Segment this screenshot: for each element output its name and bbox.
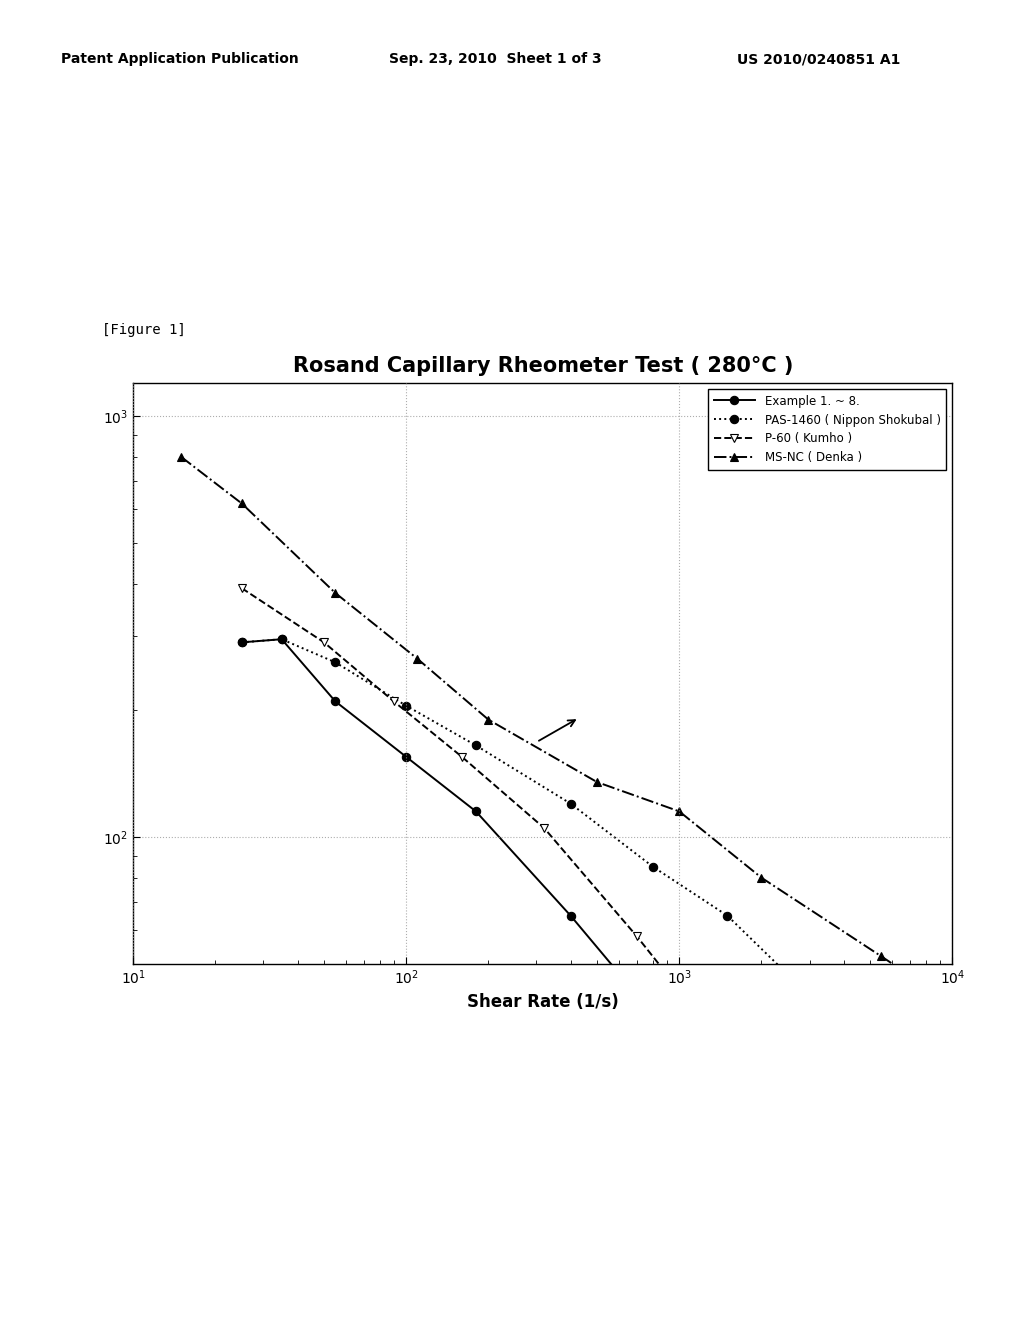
Legend: Example 1. ~ 8., PAS-1460 ( Nippon Shokubal ), P-60 ( Kumho ), MS-NC ( Denka ): Example 1. ~ 8., PAS-1460 ( Nippon Shoku… bbox=[708, 388, 946, 470]
Text: Patent Application Publication: Patent Application Publication bbox=[61, 53, 299, 66]
PAS-1460 ( Nippon Shokubal ) bbox=[236, 635, 248, 651]
Line: PAS-1460 ( Nippon Shokubal ): PAS-1460 ( Nippon Shokubal ) bbox=[238, 635, 914, 1118]
MS-NC ( Denka ) bbox=[591, 774, 603, 789]
MS-NC ( Denka ) bbox=[236, 495, 248, 511]
Example 1. ~ 8. bbox=[236, 635, 248, 651]
PAS-1460 ( Nippon Shokubal ) bbox=[838, 1020, 850, 1036]
Example 1. ~ 8. bbox=[721, 1082, 733, 1098]
P-60 ( Kumho ) bbox=[456, 748, 468, 764]
MS-NC ( Denka ) bbox=[876, 949, 888, 965]
MS-NC ( Denka ) bbox=[329, 585, 341, 601]
X-axis label: Shear Rate (1/s): Shear Rate (1/s) bbox=[467, 993, 618, 1011]
Line: Example 1. ~ 8.: Example 1. ~ 8. bbox=[238, 635, 914, 1320]
PAS-1460 ( Nippon Shokubal ) bbox=[470, 738, 482, 754]
P-60 ( Kumho ) bbox=[631, 928, 643, 944]
MS-NC ( Denka ) bbox=[673, 804, 685, 820]
PAS-1460 ( Nippon Shokubal ) bbox=[721, 908, 733, 924]
Example 1. ~ 8. bbox=[646, 1006, 658, 1022]
Example 1. ~ 8. bbox=[470, 804, 482, 820]
Line: P-60 ( Kumho ): P-60 ( Kumho ) bbox=[238, 583, 930, 1320]
P-60 ( Kumho ) bbox=[236, 581, 248, 597]
Example 1. ~ 8. bbox=[564, 908, 577, 924]
PAS-1460 ( Nippon Shokubal ) bbox=[400, 698, 413, 714]
P-60 ( Kumho ) bbox=[821, 1188, 834, 1204]
P-60 ( Kumho ) bbox=[387, 693, 399, 709]
P-60 ( Kumho ) bbox=[705, 1020, 717, 1036]
PAS-1460 ( Nippon Shokubal ) bbox=[564, 796, 577, 812]
Text: US 2010/0240851 A1: US 2010/0240851 A1 bbox=[737, 53, 901, 66]
PAS-1460 ( Nippon Shokubal ) bbox=[329, 655, 341, 671]
MS-NC ( Denka ) bbox=[482, 711, 495, 727]
Line: MS-NC ( Denka ): MS-NC ( Denka ) bbox=[177, 453, 944, 999]
Example 1. ~ 8. bbox=[400, 748, 413, 764]
PAS-1460 ( Nippon Shokubal ) bbox=[646, 859, 658, 875]
Example 1. ~ 8. bbox=[838, 1233, 850, 1249]
MS-NC ( Denka ) bbox=[756, 870, 768, 886]
Example 1. ~ 8. bbox=[275, 631, 288, 647]
MS-NC ( Denka ) bbox=[412, 651, 424, 667]
P-60 ( Kumho ) bbox=[317, 635, 330, 651]
Title: Rosand Capillary Rheometer Test ( 280°C ): Rosand Capillary Rheometer Test ( 280°C … bbox=[293, 355, 793, 376]
PAS-1460 ( Nippon Shokubal ) bbox=[904, 1106, 916, 1122]
MS-NC ( Denka ) bbox=[175, 449, 187, 465]
MS-NC ( Denka ) bbox=[934, 987, 946, 1003]
Example 1. ~ 8. bbox=[329, 693, 341, 709]
PAS-1460 ( Nippon Shokubal ) bbox=[275, 631, 288, 647]
Text: Sep. 23, 2010  Sheet 1 of 3: Sep. 23, 2010 Sheet 1 of 3 bbox=[389, 53, 602, 66]
P-60 ( Kumho ) bbox=[538, 820, 550, 836]
Text: [Figure 1]: [Figure 1] bbox=[102, 322, 186, 337]
